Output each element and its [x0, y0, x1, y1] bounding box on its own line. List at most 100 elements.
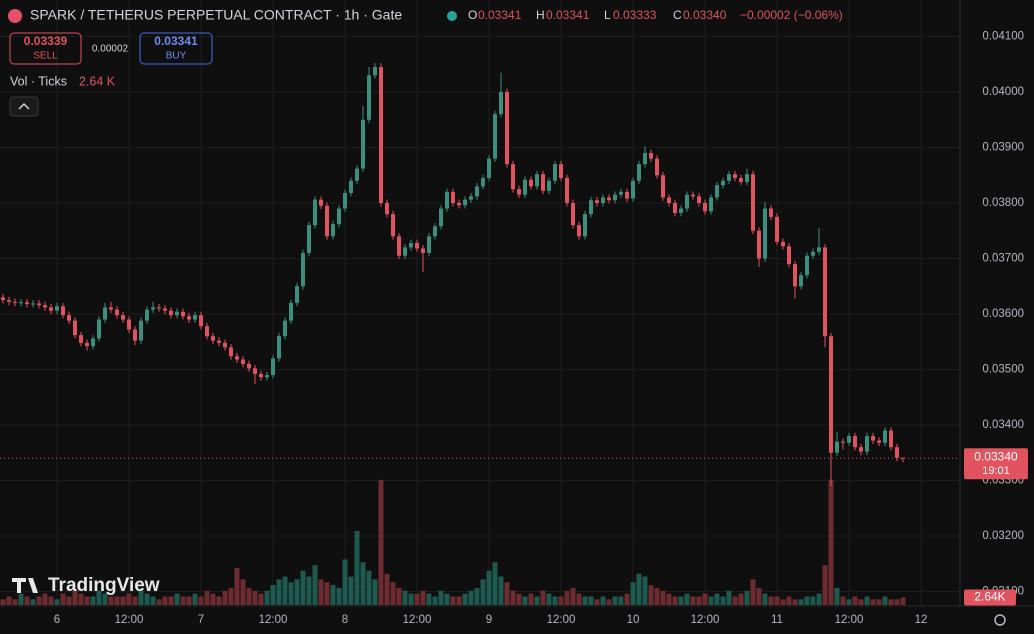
volume-bar [510, 590, 516, 605]
volume-bar [480, 579, 486, 605]
candle-body [577, 225, 581, 237]
vol-legend: Vol · Ticks [10, 74, 67, 88]
volume-bar [588, 596, 594, 605]
volume-bar [648, 585, 654, 605]
candle-body [475, 186, 479, 197]
volume-bar [108, 596, 114, 605]
volume-bar [348, 576, 354, 605]
collapse-icon[interactable] [18, 102, 30, 110]
volume-bar [366, 570, 372, 605]
candle-body [847, 436, 851, 443]
volume-bar [504, 582, 510, 605]
volume-bar [654, 587, 660, 605]
volume-bar [582, 596, 588, 605]
buy-button[interactable] [139, 32, 213, 65]
volume-bar [222, 590, 228, 605]
candle-body [745, 174, 749, 182]
candle-body [79, 335, 83, 343]
candle-body [595, 200, 599, 203]
volume-bar [78, 593, 84, 605]
volume-bar [6, 596, 12, 605]
candle-body [211, 336, 215, 341]
volume-bar [90, 596, 96, 605]
buy-price[interactable]: 0.03341 [154, 34, 198, 48]
volume-bar [756, 587, 762, 605]
volume-bar [420, 590, 426, 605]
candle-body [421, 248, 425, 253]
candle-body [481, 178, 485, 187]
candle-body [85, 342, 89, 347]
volume-bar [36, 596, 42, 605]
candle-body [115, 309, 119, 316]
candle-body [31, 303, 35, 305]
volume-bar [234, 568, 240, 605]
candle-body [37, 303, 41, 306]
sell-label[interactable]: SELL [33, 51, 58, 62]
candle-body [709, 197, 713, 212]
volume-bar [546, 593, 552, 605]
candle-body [379, 67, 383, 204]
status-dot [447, 11, 457, 21]
change: −0.00002 (−0.06%) [740, 8, 843, 22]
volume-bar [360, 562, 366, 605]
candle-body [523, 179, 527, 195]
volume-bar [870, 599, 876, 605]
buy-label[interactable]: BUY [166, 51, 187, 62]
candle-body [811, 251, 815, 256]
volume-bar [384, 573, 390, 605]
sell-price[interactable]: 0.03339 [24, 34, 68, 48]
candle-body [763, 208, 767, 259]
candle-body [487, 158, 491, 179]
y-tick-label: 0.03700 [982, 253, 1024, 265]
volume-bar [732, 596, 738, 605]
volume-bar [72, 590, 78, 605]
volume-bar [606, 599, 612, 605]
candle-body [613, 194, 617, 201]
candle-body [355, 168, 359, 181]
l-label: L [604, 8, 611, 22]
volume-bar [840, 596, 846, 605]
candle-body [367, 75, 371, 120]
volume-bar [252, 590, 258, 605]
volume-bar [396, 587, 402, 605]
volume-bar [372, 579, 378, 605]
x-tick-label: 12:00 [547, 614, 576, 626]
volume-bar [690, 596, 696, 605]
candle-body [361, 119, 365, 169]
volume-bar [30, 599, 36, 605]
x-tick-label: 9 [486, 614, 492, 626]
candle-body [751, 174, 755, 231]
candle-body [433, 226, 437, 237]
y-tick-label: 0.04100 [982, 31, 1024, 43]
candle-body [349, 180, 353, 194]
volume-bar [528, 593, 534, 605]
volume-bar [666, 593, 672, 605]
candle-body [895, 447, 899, 458]
collapse-button[interactable] [9, 96, 39, 117]
volume-bar [768, 596, 774, 605]
volume-bar [876, 599, 882, 605]
candle-body [787, 246, 791, 265]
x-tick-label: 12:00 [259, 614, 288, 626]
volume-bar [576, 593, 582, 605]
candle-body [859, 447, 863, 452]
volume-bar [294, 579, 300, 605]
candle-body [253, 368, 257, 374]
volume-bar [474, 587, 480, 605]
candle-body [493, 114, 497, 159]
candle-body [277, 336, 281, 359]
candle-body [805, 255, 809, 276]
settings-icon[interactable] [994, 614, 1006, 626]
volume-bar [810, 596, 816, 605]
volume-bar [762, 593, 768, 605]
candle-body [409, 242, 413, 248]
candle-body [685, 194, 689, 209]
x-tick-label: 12:00 [115, 614, 144, 626]
volume-bar [540, 590, 546, 605]
sell-button[interactable] [9, 32, 82, 65]
volume-bar [438, 590, 444, 605]
volume-bar [174, 593, 180, 605]
candle-body [817, 247, 821, 252]
candle-body [325, 205, 329, 237]
candle-body [835, 441, 839, 453]
